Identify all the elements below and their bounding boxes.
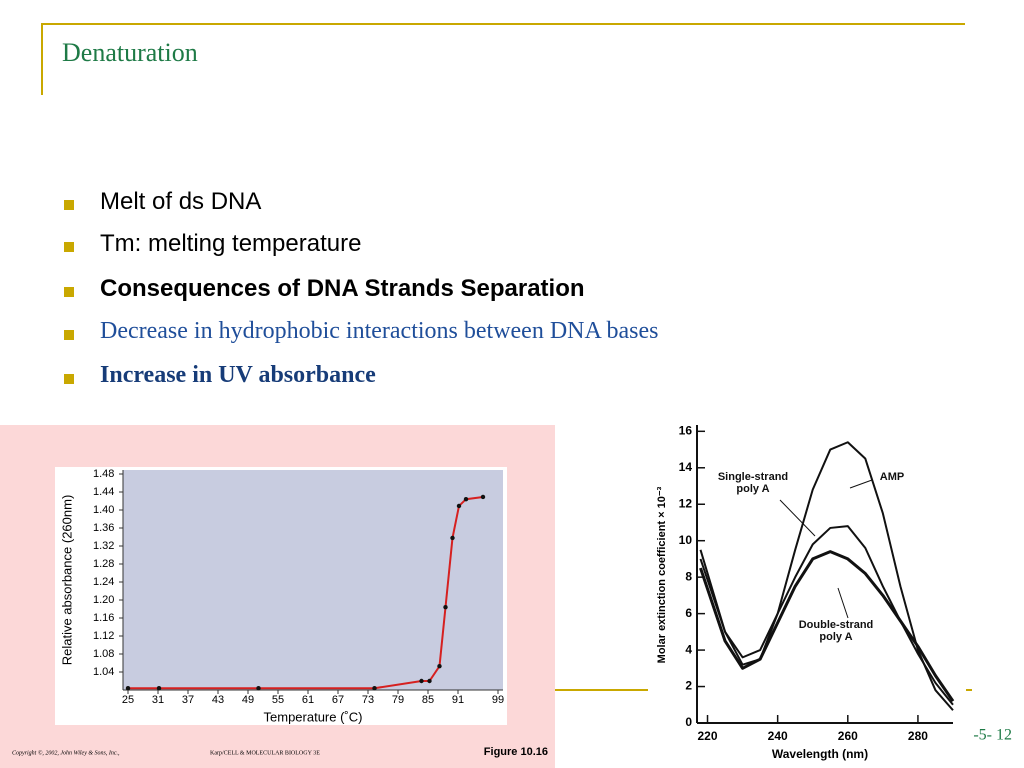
page-number: -5- 12 <box>973 727 1012 744</box>
y-tick-label: 1.36 <box>93 522 114 534</box>
data-point <box>125 686 131 691</box>
bullet-marker <box>64 242 74 252</box>
x-tick-label: 220 <box>698 729 718 743</box>
gold-rule-top <box>42 23 965 25</box>
figure-right-panel <box>648 415 966 768</box>
x-tick-label: 43 <box>212 694 224 706</box>
x-axis-label: Temperature (˚C) <box>264 709 363 724</box>
x-tick-label: 31 <box>152 694 164 706</box>
y-tick-label: 1.32 <box>93 540 114 552</box>
x-tick-label: 25 <box>122 694 134 706</box>
bullet-marker <box>64 330 74 340</box>
x-tick-label: 91 <box>452 694 464 706</box>
y-tick-label: 1.28 <box>93 558 114 570</box>
y-tick-label: 4 <box>685 642 692 656</box>
data-point <box>443 605 448 610</box>
y-tick-label: 1.24 <box>93 576 114 588</box>
leader-line <box>837 587 849 619</box>
bullet: Consequences of DNA Strands Separation <box>100 275 585 302</box>
y-tick-label: 6 <box>685 606 692 620</box>
data-point <box>256 686 261 691</box>
data-point <box>427 678 432 684</box>
data-point <box>463 497 469 502</box>
data-point <box>456 503 462 509</box>
data-point <box>450 535 455 541</box>
gold-rule-left <box>41 23 43 95</box>
bullet: Melt of ds DNA <box>100 188 262 215</box>
y-tick-label: 12 <box>679 496 693 510</box>
bullet-marker <box>64 200 74 210</box>
x-tick-label: 85 <box>422 694 434 706</box>
y-tick-label: 1.12 <box>93 630 114 642</box>
data-point <box>437 663 442 669</box>
x-tick-label: 280 <box>908 729 928 743</box>
bullet: Increase in UV absorbance <box>100 362 376 388</box>
y-tick-label: 16 <box>679 423 693 437</box>
copyright: Copyright ©, 2002, John Wiley & Sons, In… <box>12 749 120 756</box>
y-tick-label: 0 <box>685 715 692 729</box>
y-tick-label: 1.04 <box>93 666 114 678</box>
y-tick-label: 1.40 <box>93 504 114 516</box>
data-point <box>156 686 162 691</box>
y-tick-label: 8 <box>685 569 692 583</box>
y-tick-label: 1.08 <box>93 648 114 660</box>
x-axis-label: Wavelength (nm) <box>772 747 868 761</box>
y-tick-label: 10 <box>679 533 693 547</box>
credit: Karp/CELL & MOLECULAR BIOLOGY 3E <box>210 750 320 756</box>
x-tick-label: 61 <box>302 694 314 706</box>
annotation: AMP <box>879 471 905 483</box>
slide-title: Denaturation <box>62 38 198 67</box>
y-tick-label: 1.48 <box>93 468 114 480</box>
y-tick-label: 1.16 <box>93 612 114 624</box>
bullet: Tm: melting temperature <box>100 230 362 257</box>
annotation: Double-strand poly A <box>798 619 874 643</box>
y-tick-label: 1.20 <box>93 594 114 606</box>
x-tick-label: 67 <box>332 694 344 706</box>
x-tick-label: 73 <box>362 694 374 706</box>
y-axis-label: Molar extinction coefficient × 10⁻³ <box>656 486 668 663</box>
leader-line <box>779 499 816 537</box>
y-axis-label: Relative absorbance (260nm) <box>59 495 74 666</box>
annotation: Single-strand poly A <box>717 471 789 495</box>
x-tick-label: 37 <box>182 694 194 706</box>
plot-area <box>123 470 503 690</box>
data-point <box>372 686 377 691</box>
data-point <box>480 494 486 500</box>
x-tick-label: 240 <box>768 729 788 743</box>
bullet-marker <box>64 374 74 384</box>
x-tick-label: 49 <box>242 694 254 706</box>
x-tick-label: 79 <box>392 694 404 706</box>
y-tick-label: 14 <box>679 460 693 474</box>
data-point <box>419 678 424 684</box>
bullet-marker <box>64 287 74 297</box>
x-tick-label: 99 <box>492 694 504 706</box>
figure-caption: Figure 10.16 <box>484 746 548 758</box>
spectrum-curve <box>699 525 954 706</box>
x-tick-label: 260 <box>838 729 858 743</box>
spectrum-curve <box>699 441 954 711</box>
spectrum-curve <box>699 550 955 702</box>
x-tick-label: 55 <box>272 694 284 706</box>
y-tick-label: 1.44 <box>93 486 114 498</box>
leader-line <box>849 479 873 489</box>
bullet: Decrease in hydrophobic interactions bet… <box>100 318 659 344</box>
y-tick-label: 2 <box>685 679 692 693</box>
